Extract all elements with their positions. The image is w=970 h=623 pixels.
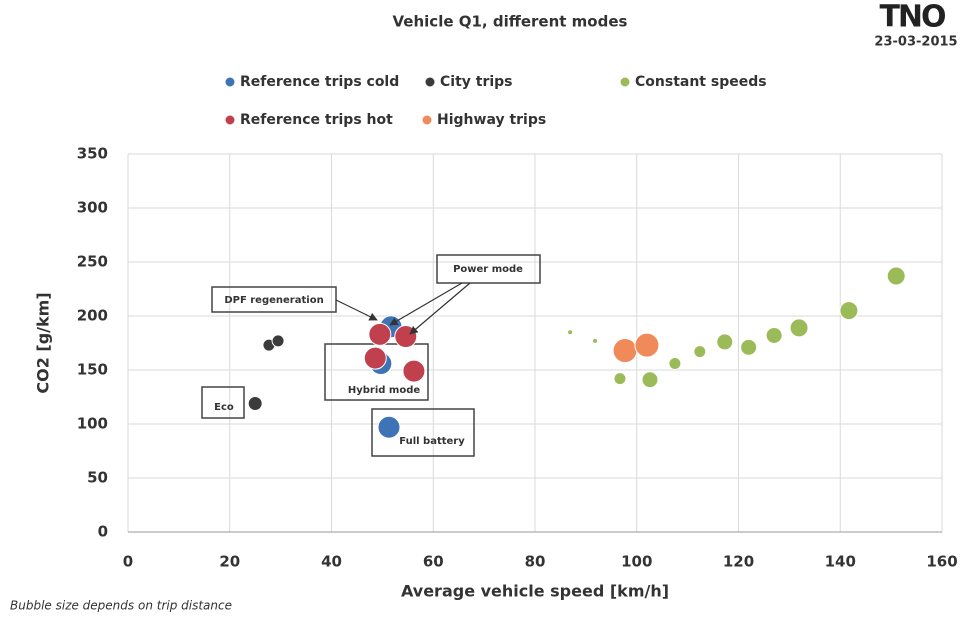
annotation-text: Eco xyxy=(214,402,234,413)
x-tick-label: 0 xyxy=(123,553,133,571)
bubble xyxy=(716,333,734,351)
y-tick-label: 350 xyxy=(77,145,108,163)
x-tick-label: 60 xyxy=(423,553,444,571)
x-tick-label: 80 xyxy=(525,553,546,571)
x-tick-label: 160 xyxy=(926,553,957,571)
annotation-text: Full battery xyxy=(399,436,465,447)
y-tick-label: 200 xyxy=(77,307,108,325)
legend-marker xyxy=(619,76,631,88)
legend-marker xyxy=(224,114,236,126)
annotation-arrow xyxy=(409,282,471,335)
bubble xyxy=(886,266,906,286)
annotation-text: Hybrid mode xyxy=(348,385,420,396)
y-tick-label: 250 xyxy=(77,253,108,271)
x-tick-label: 140 xyxy=(825,553,856,571)
bubble xyxy=(693,345,707,359)
y-axis-label: CO2 [g/km] xyxy=(34,292,53,393)
x-tick-label: 100 xyxy=(621,553,652,571)
date: 23-03-2015 xyxy=(874,35,957,50)
bubble xyxy=(363,346,387,370)
bubble xyxy=(567,329,574,336)
bubble xyxy=(394,325,418,349)
legend-label: City trips xyxy=(440,74,513,90)
bubble xyxy=(592,337,599,344)
annotation-text: DPF regeneration xyxy=(224,295,323,306)
y-tick-label: 100 xyxy=(77,415,108,433)
x-tick-label: 20 xyxy=(219,553,240,571)
bubble xyxy=(789,318,809,338)
legend-marker xyxy=(224,76,236,88)
x-axis-label: Average vehicle speed [km/h] xyxy=(401,582,669,601)
bubble xyxy=(668,357,682,371)
x-tick-label: 40 xyxy=(321,553,342,571)
bubble xyxy=(402,359,426,383)
legend-label: Reference trips cold xyxy=(240,74,399,90)
note: Bubble size depends on trip distance xyxy=(10,599,232,613)
annotation-arrow xyxy=(389,282,463,326)
logo: TNO xyxy=(879,0,945,35)
bubble xyxy=(247,395,263,411)
bubble xyxy=(740,338,758,356)
annotation-arrow xyxy=(335,299,378,321)
bubble xyxy=(634,332,660,358)
bubble xyxy=(613,372,627,386)
annotation-box xyxy=(436,254,541,284)
annotation-box xyxy=(211,286,337,313)
annotation-box xyxy=(201,386,245,419)
legend-label: Reference trips hot xyxy=(240,112,393,128)
legend-label: Highway trips xyxy=(437,112,546,128)
bubble xyxy=(612,338,638,364)
y-tick-label: 150 xyxy=(77,361,108,379)
bubble xyxy=(377,415,401,439)
bubble xyxy=(765,326,783,344)
legend-label: Constant speeds xyxy=(635,74,767,90)
y-tick-label: 0 xyxy=(98,523,108,541)
bubble xyxy=(641,371,659,389)
y-tick-label: 300 xyxy=(77,199,108,217)
y-tick-label: 50 xyxy=(87,469,108,487)
chart-title: Vehicle Q1, different modes xyxy=(393,13,628,31)
legend-marker xyxy=(421,114,433,126)
bubble xyxy=(368,322,392,346)
x-tick-label: 120 xyxy=(723,553,754,571)
annotation-box xyxy=(371,408,475,457)
annotation-text: Power mode xyxy=(453,264,523,275)
legend-marker xyxy=(424,76,436,88)
bubble xyxy=(271,334,285,348)
bubble xyxy=(839,301,859,321)
